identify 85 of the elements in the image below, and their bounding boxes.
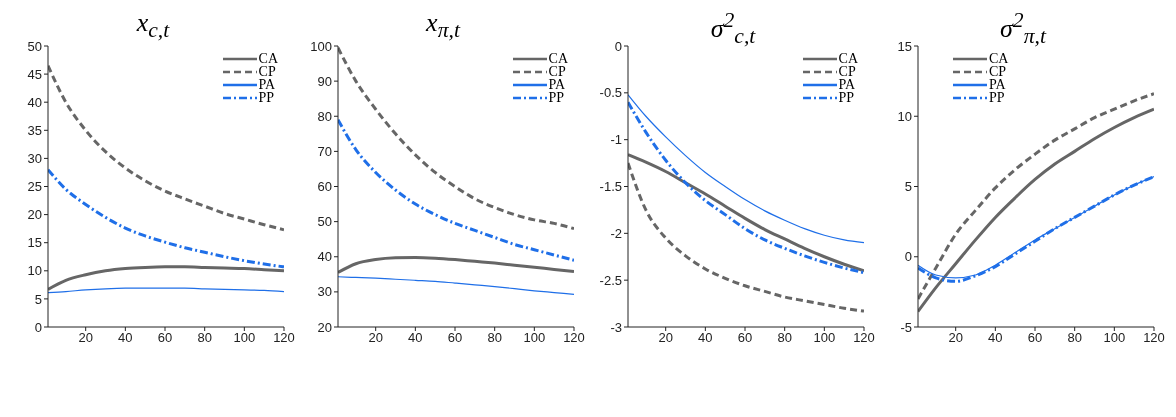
legend-label: PP [258, 90, 275, 105]
x-tick-label: 100 [1103, 330, 1126, 346]
y-tick-label: -1 [610, 132, 622, 148]
x-tick-label: 60 [1027, 330, 1043, 346]
x-tick-label: 80 [197, 330, 212, 346]
y-tick-label: 5 [34, 291, 42, 307]
y-tick-label: 45 [27, 66, 42, 82]
line-series [338, 46, 574, 231]
legend-label: CA [838, 51, 858, 66]
y-tick-label: 50 [317, 214, 332, 230]
y-tick-label: 20 [317, 319, 332, 335]
legend-label: PP [989, 90, 1005, 105]
x-tick-label: 20 [658, 330, 673, 346]
x-tick-label: 60 [157, 330, 173, 346]
x-tick-label: 20 [948, 330, 963, 346]
y-tick-label: 25 [27, 179, 42, 195]
y-tick-label: 20 [27, 207, 42, 223]
y-tick-label: -2.5 [599, 272, 622, 288]
y-tick-label: 0 [614, 38, 622, 54]
legend-label: PA [838, 77, 856, 92]
line-series [628, 100, 864, 275]
x-tick-label: 40 [988, 330, 1003, 346]
y-tick-label: 30 [27, 151, 42, 167]
y-tick-label: 15 [897, 38, 912, 54]
chart-title: x$_{π,t}$ [426, 8, 460, 43]
x-tick-label: 100 [233, 330, 256, 346]
x-tick-label: 80 [487, 330, 502, 346]
legend-label: CP [258, 64, 276, 79]
y-tick-label: 70 [317, 143, 332, 159]
legend-label: CA [548, 51, 568, 66]
x-tick-label: 120 [563, 330, 585, 346]
legend-label: PA [548, 77, 566, 92]
y-tick-label: -3 [610, 319, 622, 335]
x-tick-label: 100 [523, 330, 546, 346]
legend-label: CP [989, 64, 1007, 79]
chart-title: x$_{c,t}$ [136, 8, 170, 43]
y-tick-label: 100 [310, 38, 332, 54]
y-tick-label: 0 [34, 319, 42, 335]
legend-label: CA [989, 51, 1009, 66]
line-series [48, 265, 284, 291]
x-tick-label: 60 [737, 330, 753, 346]
y-tick-label: 0 [904, 249, 912, 265]
y-tick-label: -1.5 [599, 179, 622, 195]
x-tick-label: 120 [853, 330, 875, 346]
x-tick-label: 40 [408, 330, 423, 346]
line-series [48, 64, 284, 232]
line-series [338, 276, 574, 295]
y-tick-label: -0.5 [599, 85, 622, 101]
y-tick-label: 80 [317, 108, 332, 124]
y-tick-label: 40 [317, 249, 332, 265]
line-series [628, 153, 864, 273]
x-tick-label: 120 [1143, 330, 1165, 346]
y-tick-label: 40 [27, 94, 42, 110]
y-tick-label: 35 [27, 122, 42, 138]
x-tick-label: 40 [118, 330, 133, 346]
x-tick-label: 80 [1067, 330, 1082, 346]
y-tick-label: 30 [317, 284, 332, 300]
y-tick-label: 10 [27, 263, 42, 279]
line-series [628, 94, 864, 244]
line-series [48, 168, 284, 269]
x-tick-label: 100 [813, 330, 836, 346]
x-tick-label: 120 [273, 330, 295, 346]
legend-label: PP [838, 90, 855, 105]
y-tick-label: 90 [317, 73, 332, 89]
x-tick-label: 60 [447, 330, 463, 346]
y-tick-label: -5 [900, 319, 912, 335]
line-series [338, 255, 574, 275]
y-tick-label: 10 [897, 108, 912, 124]
legend-label: CP [548, 64, 566, 79]
legend-label: CP [838, 64, 856, 79]
line-series [338, 118, 574, 262]
y-tick-label: 15 [27, 235, 42, 251]
x-tick-label: 80 [777, 330, 792, 346]
legend-label: CA [258, 51, 278, 66]
line-series [628, 161, 864, 313]
y-tick-label: 60 [317, 179, 332, 195]
x-tick-label: 20 [368, 330, 383, 346]
legend-label: PP [548, 90, 565, 105]
y-tick-label: 50 [27, 38, 42, 54]
x-tick-label: 40 [698, 330, 713, 346]
y-tick-label: 5 [904, 179, 912, 195]
x-tick-label: 20 [78, 330, 93, 346]
legend-label: PA [258, 77, 276, 92]
y-tick-label: -2 [610, 225, 622, 241]
legend-label: PA [989, 77, 1006, 92]
